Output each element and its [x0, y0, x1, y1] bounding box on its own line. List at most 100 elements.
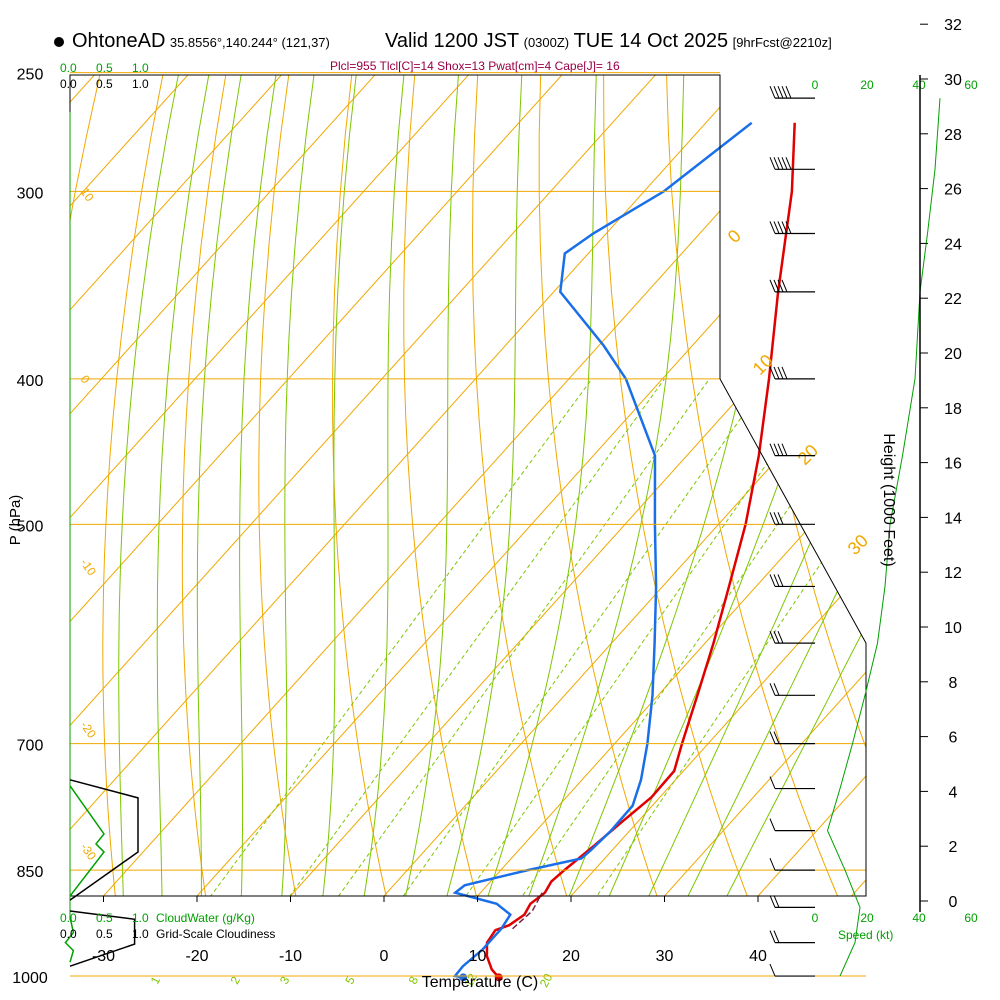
pressure-tick-label: 500	[17, 518, 44, 535]
cloudiness-scale-label: 1.0	[132, 77, 149, 91]
station-coords: 35.8556°,140.244° (121,37)	[169, 35, 330, 50]
temp-tick-label: -10	[279, 948, 302, 965]
moist-adiabat-line	[669, 75, 866, 896]
dry-adiabat-line	[854, 75, 866, 896]
isotherm-line	[70, 75, 284, 896]
wind-barb-flag	[777, 279, 784, 293]
mixing-ratio-line	[231, 378, 665, 896]
wind-barb-flag	[773, 366, 780, 380]
moist-adiabat-line	[118, 75, 180, 896]
wind-barb-flag	[785, 157, 792, 170]
isotherm-line	[563, 75, 866, 896]
isotherm-line	[70, 75, 471, 896]
cloudwater-scale-label: 1.0	[132, 61, 149, 75]
isotherm-label: 0	[78, 373, 93, 387]
cloudwater-scale-label: 0.0	[60, 911, 77, 925]
wind-barb-flag	[777, 366, 784, 380]
speed-scale-top: 20	[860, 78, 874, 92]
moist-adiabat-line	[378, 75, 460, 896]
valid-time: Valid 1200 JST	[385, 30, 520, 52]
moist-adiabat-line	[342, 75, 405, 896]
wind-barb-flag	[777, 221, 784, 234]
speed-axis-title: Speed (kt)	[838, 928, 893, 942]
dewpoint-profile-line	[452, 121, 753, 979]
height-tick-label: 30	[944, 72, 962, 89]
cloudwater-trace	[64, 916, 75, 963]
moist-adiabat-line	[234, 75, 277, 896]
wind-barb-flag	[785, 85, 792, 99]
cloudiness-scale-label: 0.0	[60, 927, 77, 941]
title-block: OhtoneAD 35.8556°,140.244° (121,37)	[72, 30, 330, 53]
wind-barb-flag	[769, 630, 776, 644]
wind-barb-flag	[769, 731, 776, 744]
height-tick-label: 4	[949, 784, 958, 801]
wind-barb-flag	[785, 221, 792, 234]
speed-scale-bottom: 0	[812, 911, 819, 925]
stability-indices: Plcl=955 Tlcl[C]=14 Shox=13 Pwat[cm]=4 C…	[330, 59, 620, 73]
mixing-ratio-line	[346, 378, 769, 896]
height-tick-label: 28	[944, 127, 962, 144]
wind-barb-flag	[773, 574, 780, 587]
station-marker-icon	[54, 37, 64, 47]
wind-barb-flag	[777, 574, 784, 587]
plot-border	[69, 74, 867, 897]
temp-tick-label: 10	[469, 948, 487, 965]
wind-barb-flag	[777, 630, 784, 644]
moist-adiabat-line	[196, 75, 242, 896]
y-axis-title: P (hPa)	[7, 495, 24, 546]
surface-temperature-marker	[494, 973, 503, 982]
dry-adiabat-line	[102, 75, 164, 896]
isotherm-line	[70, 75, 565, 896]
temp-tick-label: -20	[185, 948, 208, 965]
dry-adiabat-line	[981, 73, 1000, 1000]
height-axis-title: Height (1000 Feet)	[880, 433, 897, 566]
isotherm-label: -10	[78, 556, 100, 579]
wind-barb-flag	[781, 366, 788, 380]
temp-tick-label: 40	[749, 948, 767, 965]
isotherm-line	[282, 75, 866, 896]
wind-barb-flag	[773, 895, 780, 908]
wind-barb-flag	[781, 443, 788, 456]
wind-barb-flag	[769, 683, 776, 696]
dry-adiabat-line	[471, 75, 605, 896]
height-tick-label: 0	[949, 894, 958, 911]
cloudwater-scale-label: 0.5	[96, 61, 113, 75]
wind-barb-flag	[769, 857, 776, 871]
pressure-tick-label: 400	[17, 373, 44, 390]
height-tick-label: 20	[944, 346, 962, 363]
height-tick-label: 2	[949, 839, 958, 856]
dry-adiabat-line	[181, 75, 227, 896]
moist-adiabat-line	[306, 75, 357, 896]
moist-adiabat-line	[270, 75, 315, 896]
mixing-ratio-label: 20	[537, 971, 556, 990]
moist-adiabat-line	[414, 75, 523, 896]
wind-barb-flag	[773, 157, 780, 170]
mixing-ratio-line	[542, 378, 866, 896]
wind-barb-flag	[773, 443, 780, 456]
dry-adiabat-line	[403, 75, 510, 896]
temp-tick-label: -30	[92, 948, 115, 965]
surface-dewpoint-marker	[459, 973, 468, 982]
wind-barb-flag	[769, 776, 776, 789]
valid-date: TUE 14 Oct 2025	[573, 30, 729, 52]
forecast-run: [9hrFcst@2210z]	[732, 35, 832, 50]
isotherm-line	[189, 75, 866, 896]
pressure-tick-label: 850	[17, 864, 44, 881]
isotherm-line	[656, 75, 866, 896]
temp-tick-label: 20	[562, 948, 580, 965]
cloudiness-scale-label: 0.5	[96, 77, 113, 91]
wind-barb-flag	[773, 630, 780, 644]
speed-scale-top: 0	[812, 78, 819, 92]
temperature-profile-line	[485, 122, 796, 979]
height-tick-label: 16	[944, 456, 962, 473]
profiles	[452, 121, 796, 982]
cloudiness-trace	[69, 910, 136, 967]
wind-barb-flag	[769, 157, 776, 170]
isotherm-label: 0	[724, 226, 745, 247]
pressure-tick-label: 1000	[12, 970, 48, 987]
isotherm-line	[469, 75, 866, 896]
temp-tick-label: 0	[380, 948, 389, 965]
wind-barb-flag	[769, 279, 776, 293]
cloudiness-legend: Grid-Scale Cloudiness	[156, 927, 275, 941]
